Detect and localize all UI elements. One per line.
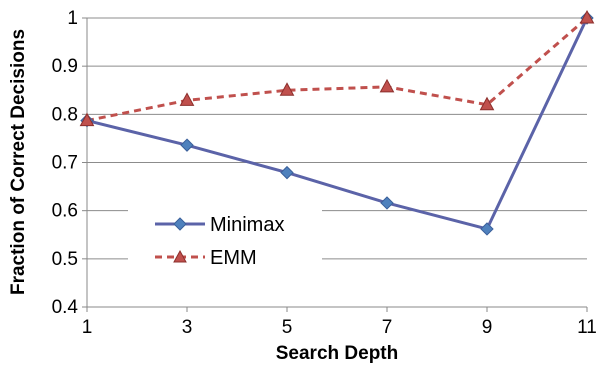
axes <box>86 18 587 308</box>
marker-minimax <box>180 138 194 152</box>
series-lines <box>79 9 595 236</box>
marker-emm <box>179 92 195 106</box>
marker-emm <box>579 9 595 24</box>
x-tick-label: 11 <box>577 317 597 338</box>
y-tick-label: 0.5 <box>52 249 78 270</box>
marker-emm <box>479 96 495 111</box>
y-tick-label: 0.6 <box>52 201 78 222</box>
x-tick-label: 1 <box>82 317 93 338</box>
x-tick-labels: 1 3 5 7 9 11 <box>82 317 597 338</box>
marker-minimax <box>280 165 294 180</box>
x-axis-title: Search Depth <box>276 343 398 364</box>
legend-background <box>128 206 322 270</box>
x-tick-label: 5 <box>282 317 293 338</box>
y-axis-title: Fraction of Correct Decisions <box>8 29 29 295</box>
legend-marker-emm <box>173 249 187 263</box>
series-line-emm <box>86 16 588 123</box>
legend-label-emm: EMM <box>210 247 257 269</box>
y-tick-label: 0.4 <box>52 297 79 318</box>
y-tick-label: 0.8 <box>52 104 78 125</box>
marker-minimax <box>380 196 394 210</box>
y-tick-label: 0.9 <box>52 56 78 77</box>
marker-emm <box>79 112 95 127</box>
y-tick-label: 1 <box>67 8 78 29</box>
y-tick-label: 0.7 <box>52 153 78 174</box>
y-tick-labels: 0.4 0.5 0.6 0.7 0.8 0.9 1 <box>52 8 79 318</box>
legend-label-minimax: Minimax <box>210 214 284 236</box>
legend: Minimax EMM <box>128 206 322 270</box>
x-tick-label: 9 <box>482 317 493 338</box>
x-tick-label: 3 <box>182 317 193 338</box>
marker-emm <box>279 82 295 96</box>
x-tick-label: 7 <box>382 317 393 338</box>
marker-emm <box>379 78 395 93</box>
legend-marker-minimax <box>173 217 187 231</box>
marker-minimax <box>480 222 494 236</box>
series-line-minimax <box>86 17 589 231</box>
